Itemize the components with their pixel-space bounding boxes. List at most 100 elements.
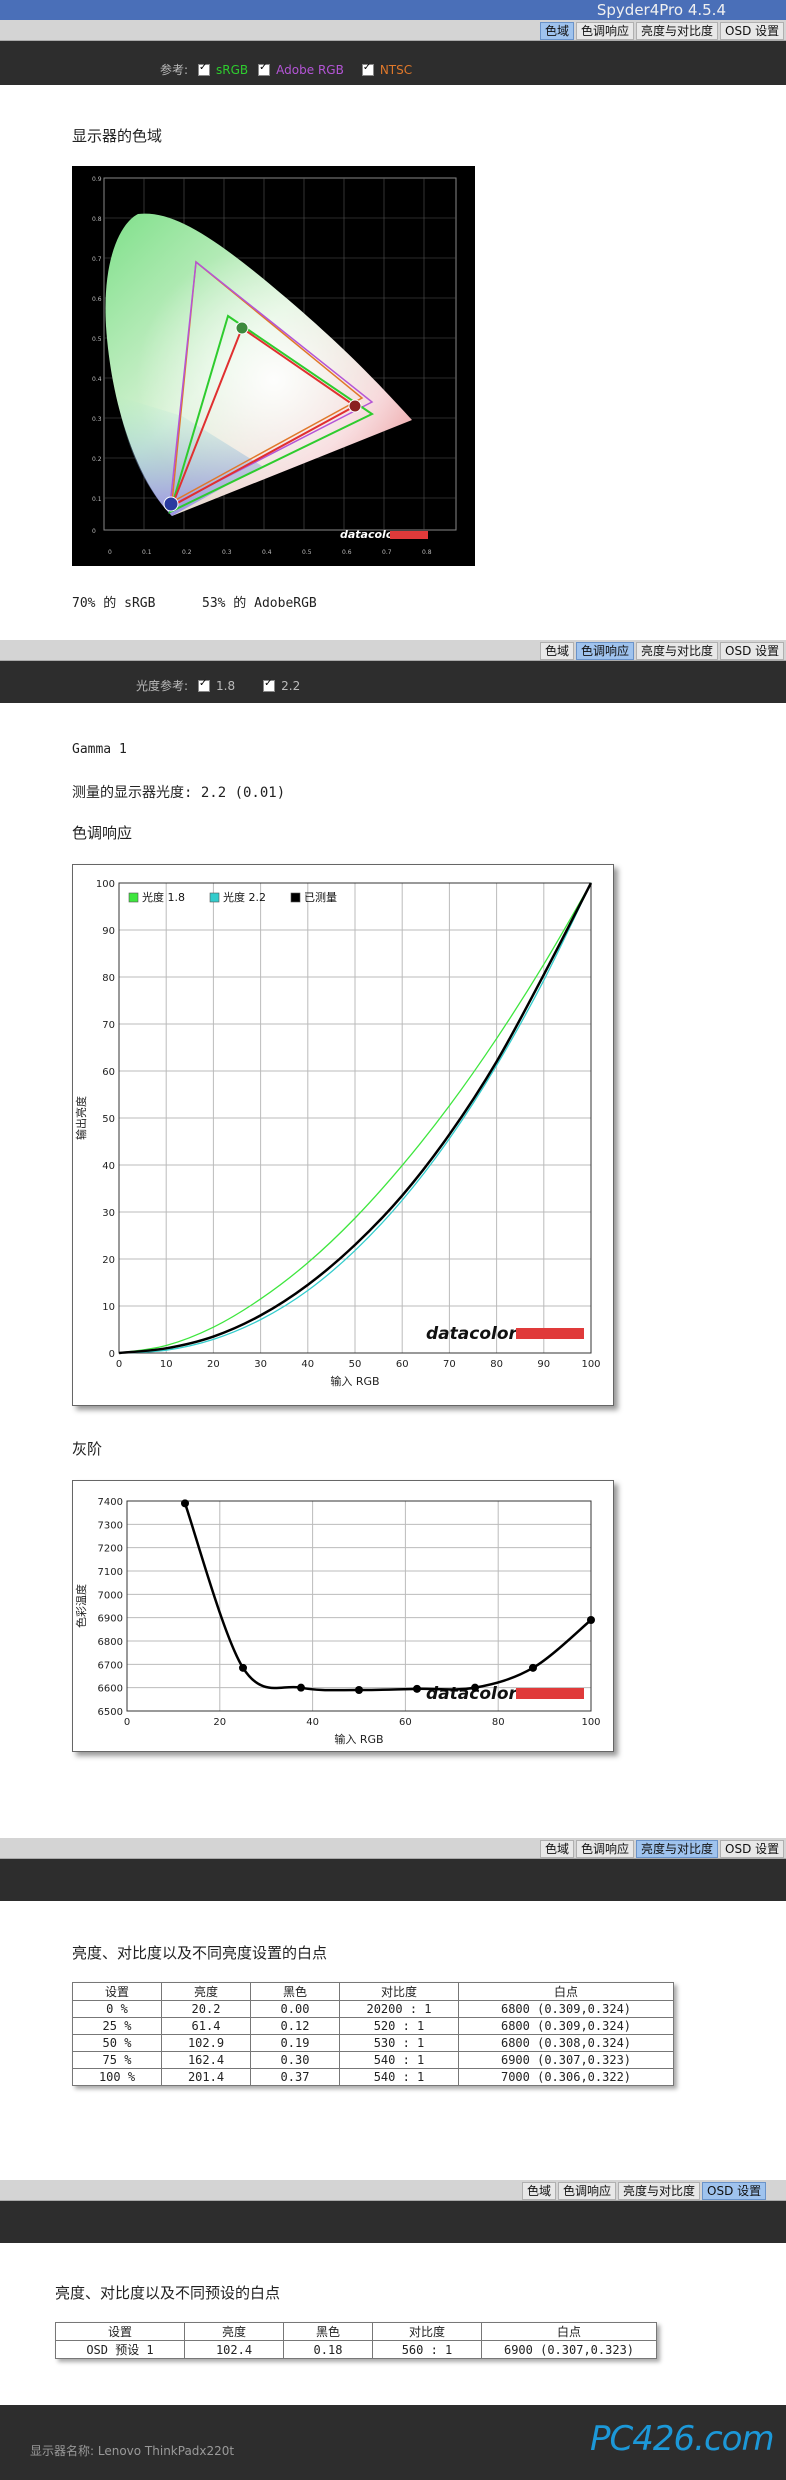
cell: 6900 (0.307,0.323) — [481, 2340, 657, 2359]
cell: 20.2 — [161, 2000, 251, 2018]
table-header-row: 设置 亮度 黑色 对比度 白点 — [55, 2322, 657, 2341]
y-tick-label: 0 — [109, 1349, 115, 1360]
y-axis-label: 色彩温度 — [74, 1584, 88, 1628]
y-tick-label: 40 — [102, 1161, 115, 1172]
brightness-table: 设置 亮度 黑色 对比度 白点 0 % 20.2 0.00 20200 : 1 6800… — [72, 1982, 674, 2086]
cell: 102.4 — [184, 2340, 284, 2359]
srgb-checkbox[interactable] — [198, 62, 211, 76]
adobe-rgb-checkbox[interactable] — [258, 62, 271, 76]
gamut-y-tick: 0.7 — [92, 256, 102, 263]
col-setting: 设置 — [55, 2322, 185, 2341]
table-header-row: 设置 亮度 黑色 对比度 白点 — [72, 1982, 674, 2001]
y-tick-label: 6600 — [98, 1684, 123, 1695]
tab-osd-settings[interactable]: OSD 设置 — [720, 22, 785, 40]
y-tick-label: 80 — [102, 973, 115, 984]
col-black: 黑色 — [283, 2322, 373, 2341]
data-point — [587, 1616, 595, 1624]
y-tick-label: 7100 — [98, 1567, 123, 1578]
x-tick-label: 80 — [492, 1717, 505, 1728]
tab-brightness-contrast[interactable]: 亮度与对比度 — [618, 2182, 701, 2200]
data-point — [355, 1686, 363, 1694]
gamut-x-tick: 0.3 — [222, 549, 232, 556]
x-tick-label: 0 — [116, 1359, 122, 1370]
tab-brightness-contrast[interactable]: 亮度与对比度 — [636, 22, 719, 40]
cell: 540 : 1 — [339, 2051, 459, 2069]
cell: 0.00 — [250, 2000, 340, 2018]
x-tick-label: 30 — [254, 1359, 267, 1370]
gamut-x-tick: 0.2 — [182, 549, 192, 556]
y-tick-label: 6500 — [98, 1707, 123, 1718]
table-row: 25 % 61.4 0.12 520 : 1 6800 (0.309,0.324) — [72, 2017, 674, 2035]
gamma-2-2-label: 2.2 — [281, 678, 301, 693]
tab-bar-brightness: 色域 色调响应 亮度与对比度 OSD 设置 — [0, 1838, 786, 1859]
data-point — [529, 1663, 537, 1672]
tab-brightness-contrast[interactable]: 亮度与对比度 — [636, 1840, 719, 1858]
gamut-x-tick: 0.8 — [422, 549, 432, 556]
plot-frame — [118, 882, 592, 1354]
tab-osd-settings[interactable]: OSD 设置 — [702, 2182, 767, 2200]
table-row: 0 % 20.2 0.00 20200 : 1 6800 (0.309,0.324) — [72, 2000, 674, 2018]
tab-gamut[interactable]: 色域 — [540, 1840, 575, 1858]
gamut-x-tick: 0.6 — [342, 549, 352, 556]
footer: 显示器名称: Lenovo ThinkPadx220t PC426.com — [0, 2405, 786, 2480]
legend-label: 光度 2.2 — [223, 890, 266, 904]
data-point — [239, 1663, 247, 1672]
y-tick-label: 90 — [102, 926, 115, 937]
gamut-y-tick: 0.2 — [92, 456, 102, 463]
tab-osd-settings[interactable]: OSD 设置 — [720, 1840, 785, 1858]
coverage-adobergb: 53% 的 AdobeRGB — [202, 596, 317, 611]
table-row: 50 % 102.9 0.19 530 : 1 6800 (0.308,0.324) — [72, 2034, 674, 2052]
legend-swatch — [290, 892, 301, 903]
brightness-header-bar — [0, 1859, 786, 1901]
x-tick-label: 60 — [396, 1359, 409, 1370]
cell: 530 : 1 — [339, 2034, 459, 2052]
legend-swatch — [209, 892, 220, 903]
brand-logo: PC426.com — [590, 2419, 775, 2459]
tab-brightness-contrast[interactable]: 亮度与对比度 — [636, 642, 719, 660]
series-line — [118, 882, 593, 1355]
cell: 50 % — [72, 2034, 162, 2052]
gamut-x-tick: 0.7 — [382, 549, 392, 556]
tab-gamut[interactable]: 色域 — [540, 22, 575, 40]
tab-tone-response[interactable]: 色调响应 — [558, 2182, 617, 2200]
gamma-2-2-checkbox[interactable] — [263, 678, 276, 692]
y-tick-label: 70 — [102, 1020, 115, 1031]
series-line — [118, 882, 592, 1354]
gamma-1-8-checkbox[interactable] — [198, 678, 211, 692]
x-tick-label: 0 — [124, 1717, 130, 1728]
data-point — [297, 1683, 305, 1692]
cell: 100 % — [72, 2068, 162, 2086]
tab-tone-response[interactable]: 色调响应 — [576, 642, 635, 660]
col-white-point: 白点 — [458, 1982, 674, 2001]
cell: 0.30 — [250, 2051, 340, 2069]
y-tick-label: 10 — [102, 1302, 115, 1313]
srgb-label: sRGB — [216, 62, 249, 77]
y-tick-label: 50 — [102, 1114, 115, 1125]
series-line — [118, 882, 592, 1354]
gamut-y-tick: 0 — [92, 528, 96, 535]
tab-gamut[interactable]: 色域 — [540, 642, 575, 660]
y-tick-label: 6800 — [98, 1637, 123, 1648]
adobe-rgb-label: Adobe RGB — [276, 62, 344, 77]
ntsc-checkbox[interactable] — [361, 62, 374, 76]
col-contrast: 对比度 — [339, 1982, 459, 2001]
cell: 560 : 1 — [372, 2340, 482, 2359]
gamut-y-tick: 0.3 — [92, 416, 102, 423]
tab-tone-response[interactable]: 色调响应 — [576, 1840, 635, 1858]
x-axis-label: 输入 RGB — [334, 1732, 383, 1746]
col-setting: 设置 — [72, 1982, 162, 2001]
tab-tone-response[interactable]: 色调响应 — [576, 22, 635, 40]
ntsc-label: NTSC — [379, 62, 413, 77]
y-tick-label: 30 — [102, 1208, 115, 1219]
tab-gamut[interactable]: 色域 — [522, 2182, 557, 2200]
cell: 0.18 — [283, 2340, 373, 2359]
col-brightness: 亮度 — [184, 2322, 284, 2341]
tab-osd-settings[interactable]: OSD 设置 — [720, 642, 785, 660]
cell: 162.4 — [161, 2051, 251, 2069]
cell: 6800 (0.309,0.324) — [458, 2017, 674, 2035]
cell: 20200 : 1 — [339, 2000, 459, 2018]
y-tick-label: 7300 — [98, 1520, 123, 1531]
cell: 520 : 1 — [339, 2017, 459, 2035]
col-white-point: 白点 — [481, 2322, 657, 2341]
gamma-line: Gamma 1 — [72, 742, 127, 757]
